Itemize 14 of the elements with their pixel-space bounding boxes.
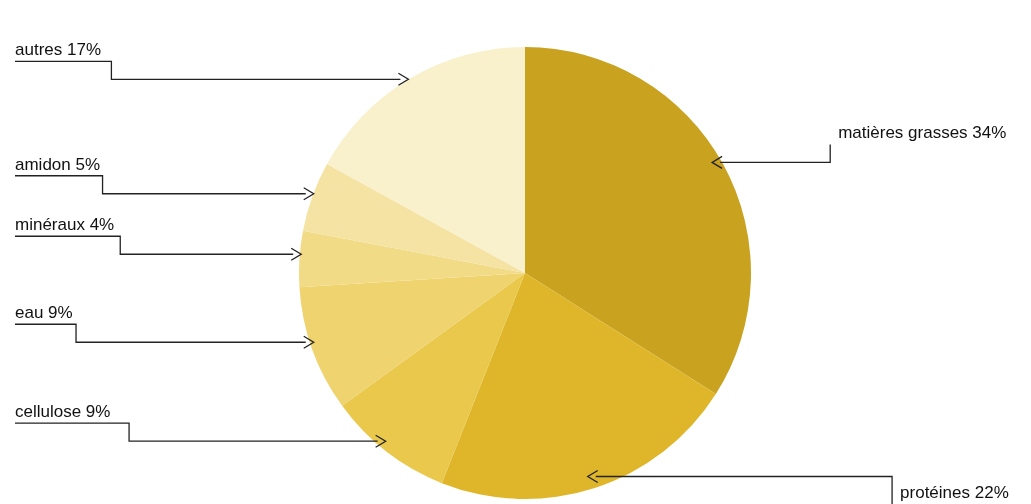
pie-slice <box>303 164 525 273</box>
slice-label: amidon 5% <box>15 154 101 174</box>
slice-label: eau 9% <box>15 303 73 323</box>
pie-slice <box>525 47 751 395</box>
slice-label: minéraux 4% <box>15 215 115 235</box>
pie-slice <box>326 47 525 273</box>
slice-label: protéines 22% <box>900 483 1009 503</box>
pie-slice <box>299 230 525 288</box>
pie-slice <box>342 273 525 484</box>
slice-label: matières grasses 34% <box>838 123 1007 143</box>
slice-label: cellulose 9% <box>15 402 111 422</box>
pie-slice <box>441 273 716 499</box>
pie-slice <box>299 273 525 406</box>
slice-label: autres 17% <box>15 40 101 60</box>
